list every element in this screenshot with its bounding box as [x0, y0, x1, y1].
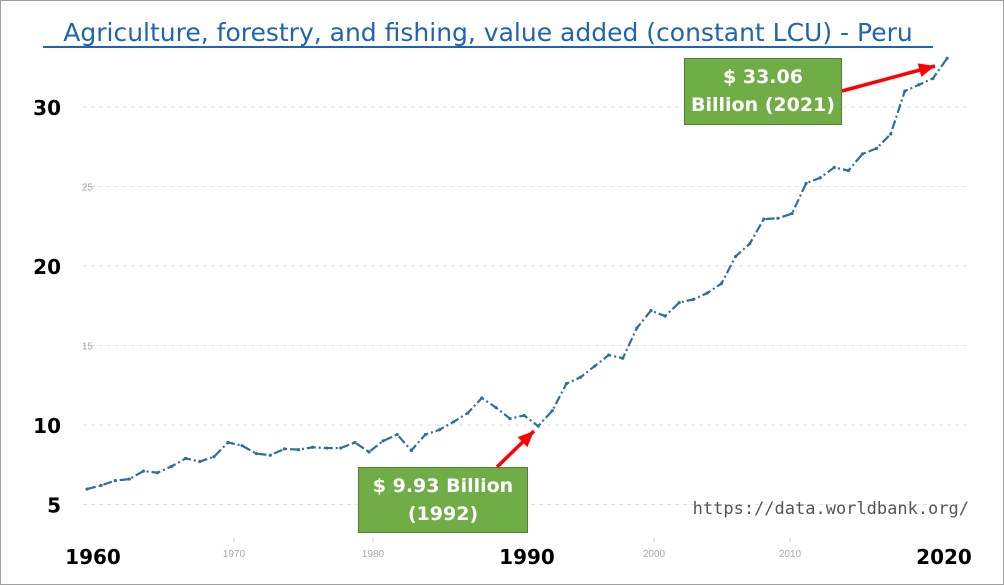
data-point-1993 [550, 409, 554, 413]
data-point-1977 [325, 446, 329, 450]
y-axis: 30 20 10 5 25 15 [33, 96, 93, 518]
data-point-2019 [917, 83, 921, 87]
data-point-2015 [860, 152, 865, 156]
data-point-2010 [790, 211, 794, 216]
y-tick-label: 10 [33, 414, 61, 438]
data-point-1963 [127, 477, 131, 481]
chart-title: Agriculture, forestry, and fishing, valu… [63, 18, 912, 47]
series-peru [85, 56, 949, 491]
data-point-2018 [903, 89, 907, 93]
x-tick-label: 1990 [499, 545, 555, 569]
data-point-2007 [748, 242, 752, 246]
data-point-1986 [452, 420, 456, 424]
x-tick-label: 1980 [362, 549, 385, 560]
data-point-1999 [635, 326, 639, 330]
x-tick-label: 1970 [223, 549, 246, 560]
y-tick-label: 30 [33, 96, 61, 120]
data-point-2013 [832, 165, 836, 170]
data-point-2003 [691, 297, 695, 301]
arrow-2021 [841, 64, 936, 93]
annotation-2021-line1: $ 33.06 [723, 66, 803, 88]
data-point-1991 [522, 413, 526, 418]
data-point-1973 [268, 453, 272, 457]
data-point-1967 [184, 456, 188, 460]
x-axis: 1960 1990 2020 1970 1980 2000 2010 [65, 538, 972, 569]
data-point-1975 [296, 448, 301, 452]
data-point-1995 [578, 375, 583, 379]
data-point-2014 [846, 169, 851, 173]
data-point-1972 [254, 452, 258, 456]
data-point-1984 [423, 432, 427, 437]
data-point-1966 [170, 464, 174, 468]
x-tick-label: 2020 [916, 545, 972, 569]
data-point-2006 [734, 254, 738, 259]
data-point-1974 [282, 447, 286, 451]
data-point-2004 [705, 291, 710, 295]
data-point-1985 [437, 428, 442, 432]
arrow-1992-head [517, 431, 534, 448]
x-tick-label: 1960 [65, 545, 121, 569]
annotation-2021: $ 33.06 Billion (2021) [684, 58, 842, 125]
annotation-1992-line2: (1992) [407, 503, 479, 525]
data-point-1964 [141, 469, 145, 473]
annotation-1992-line1: $ 9.93 Billion [372, 475, 514, 497]
data-point-1996 [593, 364, 597, 368]
data-point-1990 [508, 417, 512, 421]
data-point-1989 [494, 405, 498, 410]
data-point-1969 [212, 455, 216, 459]
data-point-2009 [776, 216, 780, 220]
data-point-1994 [564, 382, 569, 386]
annotation-2021-line2: Billion (2021) [691, 94, 835, 116]
data-point-2002 [677, 300, 681, 305]
data-point-2005 [719, 281, 724, 286]
data-point-2008 [762, 217, 766, 221]
data-point-1968 [198, 459, 202, 464]
annotation-1992: $ 9.93 Billion (1992) [358, 467, 528, 533]
data-point-1962 [113, 479, 117, 483]
data-point-1981 [381, 439, 385, 443]
x-tick-label: 2000 [643, 549, 666, 560]
data-point-1971 [240, 444, 244, 448]
data-point-1982 [395, 432, 399, 437]
data-point-2001 [663, 314, 667, 318]
data-point-2016 [875, 146, 879, 150]
data-point-2020 [931, 76, 935, 80]
x-tick-label: 2010 [779, 549, 802, 560]
data-point-1970 [226, 440, 230, 445]
arrow-2021-head [917, 63, 935, 77]
data-point-1988 [480, 396, 484, 400]
data-point-1992 [536, 424, 540, 428]
data-point-1979 [353, 440, 357, 445]
data-point-1983 [409, 448, 413, 453]
y-tick-label: 5 [47, 494, 61, 518]
y-tick-label: 25 [82, 183, 94, 194]
data-point-1987 [466, 411, 470, 415]
y-tick-label: 15 [82, 342, 94, 353]
data-point-1978 [339, 446, 343, 450]
data-point-1998 [621, 356, 625, 360]
data-point-1976 [311, 445, 315, 449]
data-point-1980 [367, 450, 371, 454]
series-line [86, 57, 948, 491]
data-point-2000 [649, 308, 653, 313]
data-point-2021 [945, 56, 949, 60]
data-point-1961 [99, 483, 103, 488]
annotation-arrows [495, 63, 936, 469]
data-point-1997 [607, 353, 611, 357]
y-tick-label: 20 [33, 255, 61, 279]
data-point-2012 [818, 176, 822, 180]
data-point-1960 [85, 487, 89, 491]
source-url: https://data.worldbank.org/ [692, 499, 969, 519]
data-point-1965 [155, 471, 160, 475]
data-point-2011 [804, 181, 808, 185]
data-point-2017 [889, 132, 893, 136]
